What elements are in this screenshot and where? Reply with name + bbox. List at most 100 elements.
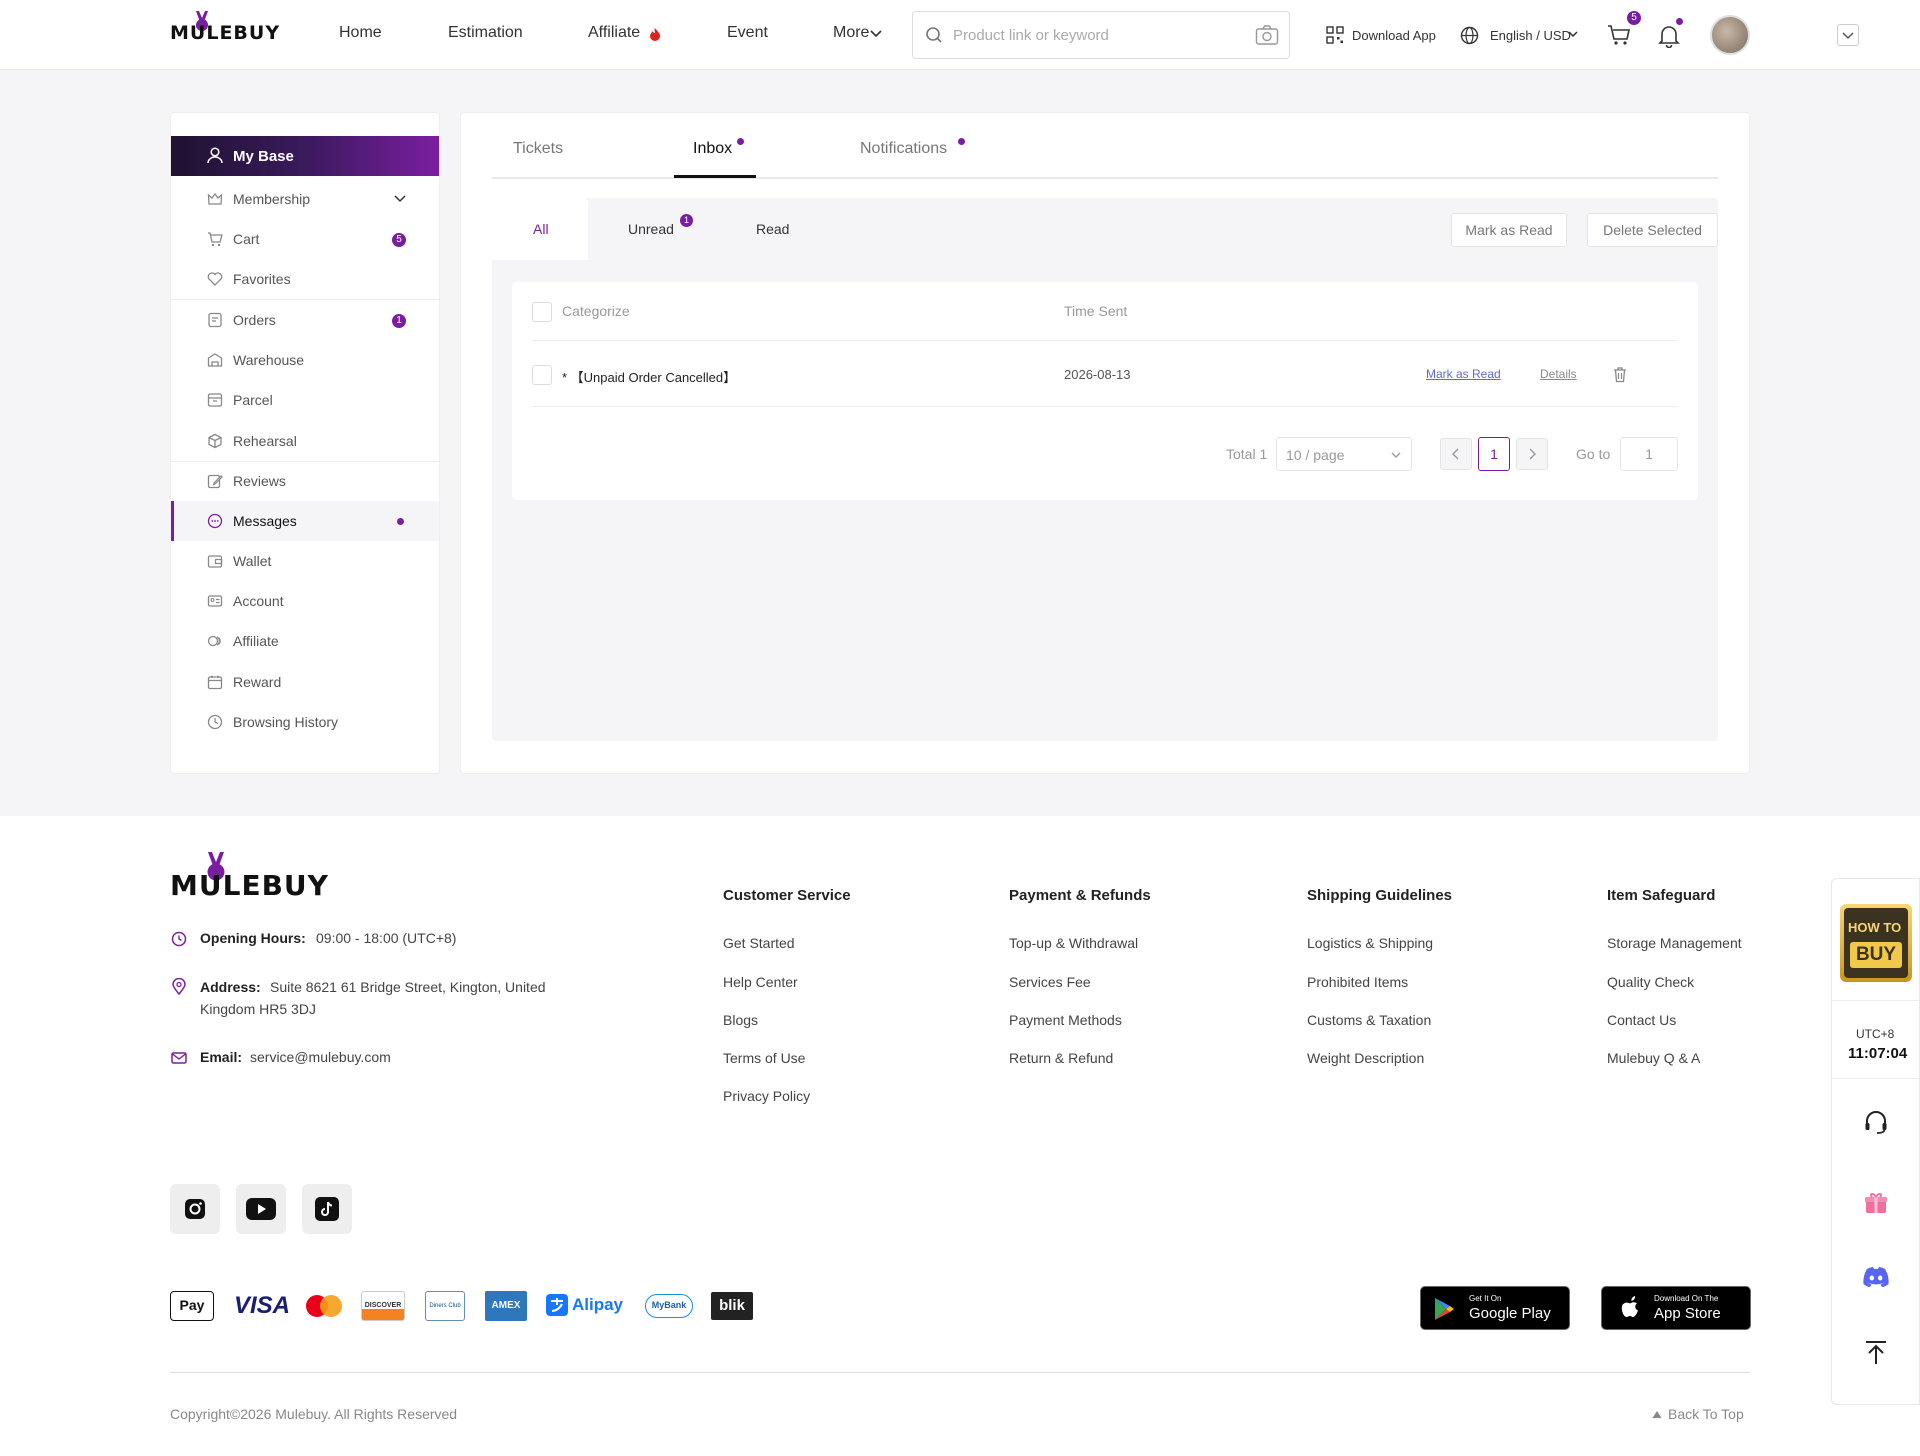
footer-link[interactable]: Weight Description bbox=[1307, 1050, 1425, 1066]
wallet-icon bbox=[207, 553, 223, 569]
language-currency-select[interactable]: English / USD bbox=[1490, 28, 1571, 43]
gift-icon[interactable] bbox=[1864, 1191, 1888, 1215]
prev-page-button[interactable] bbox=[1440, 438, 1472, 470]
orders-count-badge: 1 bbox=[392, 314, 406, 328]
footer-link[interactable]: Services Fee bbox=[1009, 974, 1091, 990]
tab-notifications[interactable]: Notifications bbox=[860, 140, 948, 157]
goto-label: Go to bbox=[1576, 446, 1611, 462]
footer-link[interactable]: Prohibited Items bbox=[1307, 974, 1409, 990]
app-store-button[interactable]: Download On The App Store bbox=[1601, 1286, 1751, 1330]
back-to-top-link[interactable]: Back To Top bbox=[1668, 1406, 1744, 1422]
footer-link[interactable]: Storage Management bbox=[1607, 935, 1742, 951]
trash-icon[interactable] bbox=[1612, 366, 1628, 383]
download-app-link[interactable]: Download App bbox=[1352, 28, 1436, 43]
mark-as-read-button[interactable]: Mark as Read bbox=[1451, 213, 1567, 247]
sidebar-item-label: Account bbox=[233, 593, 284, 609]
diners-club-label: Diners Club bbox=[429, 1303, 461, 1309]
footer-link[interactable]: Logistics & Shipping bbox=[1307, 935, 1434, 951]
tab-tickets[interactable]: Tickets bbox=[513, 140, 564, 157]
goto-input[interactable]: 1 bbox=[1620, 437, 1678, 471]
sidebar-item-parcel[interactable]: Parcel bbox=[171, 381, 439, 419]
subtab-unread[interactable]: Unread bbox=[628, 221, 674, 237]
sidebar-item-cart[interactable]: Cart 5 bbox=[171, 220, 439, 258]
collapse-toggle-button[interactable] bbox=[1837, 24, 1859, 46]
row-mark-as-read-link[interactable]: Mark as Read bbox=[1426, 367, 1501, 381]
opening-hours-value: 09:00 - 18:00 (UTC+8) bbox=[316, 930, 457, 946]
footer-link[interactable]: Payment Methods bbox=[1009, 1012, 1122, 1028]
tiktok-button[interactable] bbox=[302, 1184, 352, 1234]
sidebar-item-affiliate[interactable]: Affiliate bbox=[171, 622, 439, 660]
row-category[interactable]: * 【Unpaid Order Cancelled】 bbox=[562, 370, 737, 385]
cart-count-badge: 5 bbox=[392, 233, 406, 247]
camera-icon[interactable] bbox=[1255, 24, 1279, 46]
subtab-read[interactable]: Read bbox=[756, 221, 790, 237]
next-page-button[interactable] bbox=[1516, 438, 1548, 470]
youtube-button[interactable] bbox=[236, 1184, 286, 1234]
sidebar-item-account[interactable]: Account bbox=[171, 582, 439, 620]
google-play-button[interactable]: Get It On Google Play bbox=[1420, 1286, 1570, 1330]
nav-home[interactable]: Home bbox=[339, 24, 382, 41]
mule-ears-icon bbox=[196, 11, 208, 31]
sidebar-item-reviews[interactable]: Reviews bbox=[171, 462, 439, 500]
footer-link[interactable]: Return & Refund bbox=[1009, 1050, 1114, 1066]
footer-link[interactable]: Blogs bbox=[723, 1012, 759, 1028]
sidebar-item-wallet[interactable]: Wallet bbox=[171, 542, 439, 580]
footer-link[interactable]: Customs & Taxation bbox=[1307, 1012, 1432, 1028]
table-divider bbox=[532, 340, 1678, 341]
sidebar-item-warehouse[interactable]: Warehouse bbox=[171, 341, 439, 379]
logo[interactable]: MULEBUY bbox=[170, 8, 282, 52]
nav-more[interactable]: More bbox=[833, 24, 870, 41]
footer-link[interactable]: Quality Check bbox=[1607, 974, 1695, 990]
sidebar-header-my-base[interactable]: My Base bbox=[171, 136, 439, 176]
nav-affiliate[interactable]: Affiliate bbox=[588, 24, 641, 41]
how-to-buy-banner[interactable]: HOW TO BUY bbox=[1840, 904, 1912, 982]
instagram-button[interactable] bbox=[170, 1184, 220, 1234]
qr-code-icon[interactable] bbox=[1326, 26, 1344, 44]
calendar-icon bbox=[207, 674, 223, 690]
footer-logo-text: MULEBUY bbox=[170, 869, 329, 902]
sidebar-item-browsing-history[interactable]: Browsing History bbox=[171, 703, 439, 741]
footer-link[interactable]: Mulebuy Q & A bbox=[1607, 1050, 1701, 1066]
visa-logo: VISA bbox=[234, 1292, 291, 1319]
bell-icon[interactable] bbox=[1658, 24, 1680, 48]
back-to-top-icon[interactable] bbox=[1864, 1340, 1888, 1366]
footer-link[interactable]: Top-up & Withdrawal bbox=[1009, 935, 1139, 951]
page-number-button[interactable]: 1 bbox=[1478, 437, 1510, 471]
avatar[interactable] bbox=[1710, 15, 1750, 55]
nav-event[interactable]: Event bbox=[727, 24, 768, 41]
search-box[interactable]: Product link or keyword bbox=[912, 11, 1290, 59]
sidebar-item-orders[interactable]: Orders 1 bbox=[171, 301, 439, 339]
search-input[interactable]: Product link or keyword bbox=[953, 27, 1109, 44]
footer-divider bbox=[170, 1372, 1750, 1373]
footer-link[interactable]: Get Started bbox=[723, 935, 795, 951]
sidebar-item-messages[interactable]: Messages bbox=[171, 501, 439, 541]
page-size-select[interactable]: 10 / page bbox=[1276, 437, 1412, 471]
chevron-down-icon bbox=[1568, 31, 1578, 38]
headset-icon[interactable] bbox=[1863, 1109, 1889, 1135]
footer-link[interactable]: Help Center bbox=[723, 974, 798, 990]
app-store-small: Download On The bbox=[1654, 1294, 1719, 1303]
tab-inbox[interactable]: Inbox bbox=[693, 140, 733, 157]
amex-label: AMEX bbox=[491, 1300, 521, 1311]
sidebar-item-favorites[interactable]: Favorites bbox=[171, 260, 439, 298]
nav-estimation[interactable]: Estimation bbox=[448, 24, 523, 41]
cart-icon[interactable] bbox=[1607, 24, 1631, 46]
email-value[interactable]: service@mulebuy.com bbox=[250, 1049, 391, 1065]
select-all-checkbox[interactable] bbox=[532, 302, 552, 322]
sidebar-item-reward[interactable]: Reward bbox=[171, 663, 439, 701]
row-checkbox[interactable] bbox=[532, 365, 552, 385]
subtab-all[interactable]: All bbox=[492, 198, 588, 260]
row-details-link[interactable]: Details bbox=[1540, 367, 1577, 381]
delete-selected-button[interactable]: Delete Selected bbox=[1587, 213, 1718, 247]
footer-link[interactable]: Privacy Policy bbox=[723, 1088, 811, 1104]
footer-link[interactable]: Contact Us bbox=[1607, 1012, 1677, 1028]
footer-logo[interactable]: MULEBUY bbox=[170, 850, 340, 902]
notifications-dot bbox=[958, 138, 965, 145]
tabs-divider bbox=[492, 177, 1718, 179]
discord-icon[interactable] bbox=[1862, 1266, 1890, 1288]
sidebar-item-rehearsal[interactable]: Rehearsal bbox=[171, 422, 439, 460]
address-line1: Suite 8621 61 Bridge Street, Kington, Un… bbox=[270, 979, 546, 995]
footer-link[interactable]: Terms of Use bbox=[723, 1050, 806, 1066]
logo-text: MULEBUY bbox=[170, 22, 281, 44]
sidebar-item-membership[interactable]: Membership bbox=[171, 180, 439, 218]
